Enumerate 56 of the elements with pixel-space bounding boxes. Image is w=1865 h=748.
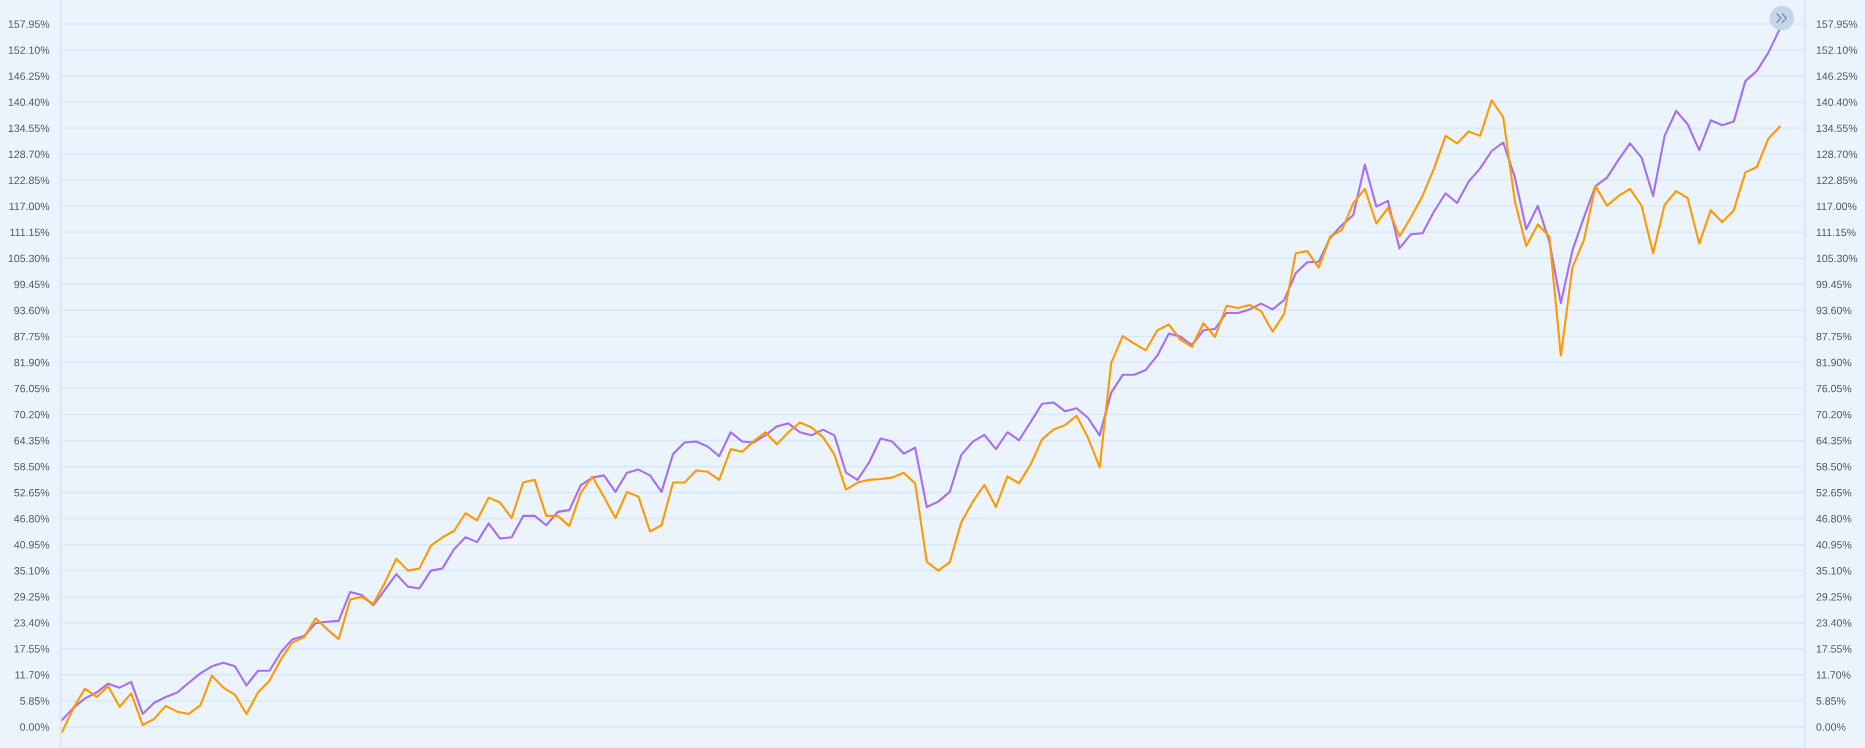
y2-tick-label: 87.75% (1816, 332, 1852, 341)
y-tick-label: 5.85% (20, 697, 50, 705)
y2-tick-label: 23.40% (1816, 619, 1852, 627)
y2-tick-label: 17.55% (1816, 645, 1852, 653)
y2-tick-label: 93.60% (1816, 306, 1852, 315)
y-tick-label: 87.75% (14, 332, 50, 341)
y-tick-label: 70.20% (14, 410, 50, 419)
y2-tick-label: 99.45% (1816, 280, 1852, 289)
y2-tick-label: 122.85% (1816, 176, 1858, 185)
y2-tick-label: 152.10% (1816, 46, 1858, 54)
y-tick-label: 128.70% (8, 150, 50, 159)
y2-tick-label: 146.25% (1816, 72, 1858, 80)
y-tick-label: 157.95% (8, 20, 50, 28)
y2-tick-label: 29.25% (1816, 593, 1852, 601)
y2-tick-label: 64.35% (1816, 436, 1852, 445)
y2-tick-label: 111.15% (1816, 228, 1856, 237)
y-tick-label: 140.40% (8, 98, 50, 106)
y2-tick-label: 11.70% (1816, 671, 1851, 679)
y-tick-label: 134.55% (8, 124, 50, 132)
y-tick-label: 99.45% (14, 280, 50, 289)
y-tick-label: 152.10% (8, 46, 50, 54)
y2-tick-label: 5.85% (1816, 697, 1846, 705)
y2-tick-label: 140.40% (1816, 98, 1858, 106)
y-tick-label: 35.10% (14, 567, 50, 575)
y2-tick-label: 134.55% (1816, 124, 1858, 132)
y-tick-label: 17.55% (14, 645, 50, 653)
y2-tick-label: 40.95% (1816, 541, 1852, 549)
y2-tick-label: 0.00% (1816, 723, 1846, 731)
y-tick-label: 76.05% (14, 384, 50, 393)
y-tick-label: 64.35% (14, 436, 50, 445)
y2-tick-label: 157.95% (1816, 20, 1858, 28)
y-tick-label: 29.25% (14, 593, 50, 601)
y-tick-label: 81.90% (14, 358, 50, 367)
y2-tick-label: 105.30% (1816, 254, 1858, 263)
y-tick-label: 111.15% (10, 228, 50, 237)
y-tick-label: 46.80% (14, 515, 50, 523)
y-tick-label: 0.00% (20, 723, 50, 731)
y-tick-label: 117.00% (9, 202, 50, 211)
y-tick-label: 11.70% (15, 671, 50, 679)
y-tick-label: 105.30% (8, 254, 50, 263)
y2-tick-label: 35.10% (1816, 567, 1852, 575)
y-tick-label: 40.95% (14, 541, 50, 549)
y2-tick-label: 117.00% (1816, 202, 1857, 211)
y2-tick-label: 58.50% (1816, 462, 1852, 471)
y2-tick-label: 81.90% (1816, 358, 1852, 367)
y2-tick-label: 46.80% (1816, 515, 1852, 523)
y2-tick-label: 70.20% (1816, 410, 1852, 419)
y-tick-label: 58.50% (14, 462, 50, 471)
y-tick-label: 146.25% (8, 72, 50, 80)
y2-tick-label: 52.65% (1816, 488, 1852, 497)
y-tick-label: 23.40% (14, 619, 50, 627)
y2-tick-label: 76.05% (1816, 384, 1852, 393)
y-tick-label: 93.60% (14, 306, 50, 315)
y-tick-label: 52.65% (14, 488, 50, 497)
y-tick-label: 122.85% (8, 176, 50, 185)
y2-tick-label: 128.70% (1816, 150, 1858, 159)
